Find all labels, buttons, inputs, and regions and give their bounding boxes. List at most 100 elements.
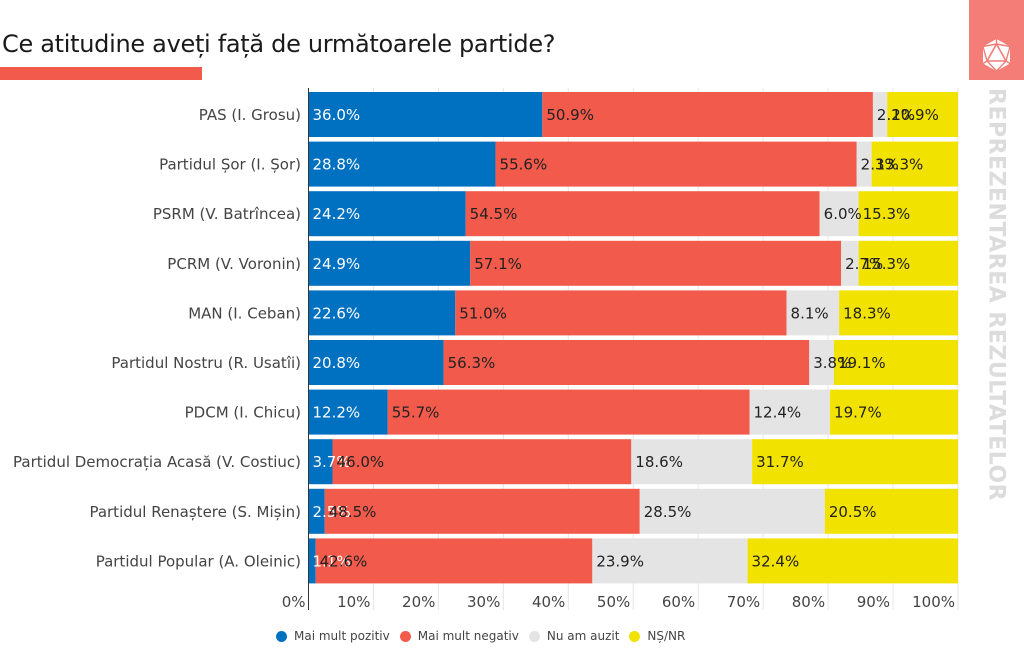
data-label: 31.7% — [756, 453, 804, 471]
data-label: 20.5% — [829, 503, 877, 521]
bar-segment — [308, 141, 496, 187]
bar-row: 2.5%48.5% 28.5% 20.5% — [308, 488, 958, 534]
bar-segment — [747, 538, 958, 584]
data-label: 2.3% — [861, 156, 899, 174]
bar-segment — [809, 340, 834, 385]
data-label: 54.5% — [470, 205, 518, 223]
bar-row: 24.2% 54.5% 6.0% 15.3% — [308, 191, 958, 237]
data-label: 36.0% — [313, 106, 361, 124]
data-label: 12.4% — [754, 404, 802, 422]
bar-segment — [455, 290, 787, 336]
category-label: PCRM (V. Voronin) — [167, 255, 301, 273]
bar-row: 22.6% 51.0% 8.1% 18.3% — [308, 290, 958, 336]
legend-item[interactable]: NȘ/NR — [629, 629, 685, 643]
brand-logo — [969, 0, 1024, 80]
legend-label: Mai mult negativ — [417, 629, 519, 643]
bar-segment — [324, 488, 640, 534]
category-labels: PAS (I. Grosu) Partidul Șor (I. Șor) PSRM … — [13, 106, 301, 570]
data-label: 55.6% — [500, 156, 548, 174]
bar-segment — [308, 488, 325, 534]
data-label: 55.7% — [392, 404, 440, 422]
category-label: Partidul Nostru (R. Usatîi) — [111, 354, 301, 372]
data-label: 50.9% — [546, 106, 594, 124]
bar-segment — [871, 141, 958, 187]
legend-label: Nu am auzit — [546, 629, 620, 643]
data-label: 48.5% — [329, 503, 377, 521]
data-label: 6.0% — [824, 205, 862, 223]
data-label: 8.1% — [791, 304, 829, 322]
x-tick-label: 80% — [792, 593, 825, 611]
x-tick-label: 40% — [532, 593, 565, 611]
category-label: Partidul Șor (I. Șor) — [159, 156, 301, 174]
bar-segment — [749, 389, 831, 435]
data-label: 23.9% — [596, 552, 644, 570]
bar-row: 1.1%42.6% 23.9% 32.4% — [308, 538, 958, 584]
legend: Mai mult pozitiv Mai mult negativ Nu am au… — [276, 629, 695, 643]
category-label: Partidul Democrația Acasă (V. Costiuc) — [13, 453, 301, 471]
data-label: 2.5% — [313, 503, 351, 521]
bar-segment — [872, 92, 888, 137]
bar-row: 12.2% 55.7% 12.4% 19.7% — [308, 389, 958, 435]
chart-title: Ce atitudine aveți față de următoarele p… — [2, 30, 556, 58]
data-label: 28.8% — [313, 156, 361, 174]
data-label: 46.0% — [337, 453, 385, 471]
bar-segment — [786, 290, 840, 336]
x-tick-label: 0% — [282, 593, 306, 611]
x-tick-label: 20% — [402, 593, 435, 611]
legend-item[interactable]: Mai mult negativ — [399, 629, 519, 643]
x-tick-label: 50% — [597, 593, 630, 611]
data-label: 10.9% — [891, 106, 939, 124]
bar-row: 24.9% 57.1% 2.7%15.3% — [308, 240, 958, 286]
bar-segment — [887, 92, 958, 137]
bar-segment — [308, 340, 444, 385]
bar-row: 20.8% 56.3% 3.8%19.1% — [308, 340, 958, 385]
data-label: 2.2% — [877, 106, 915, 124]
data-label: 28.5% — [644, 503, 692, 521]
bar-segment — [495, 141, 857, 187]
data-label: 57.1% — [474, 255, 522, 273]
x-tick-label: 60% — [662, 593, 695, 611]
bar-segment — [592, 538, 748, 584]
bar-segment — [631, 439, 753, 485]
bar-segment — [308, 191, 466, 237]
x-tick-label: 100% — [912, 593, 955, 611]
data-label: 3.7% — [313, 453, 351, 471]
data-label: 18.3% — [843, 304, 891, 322]
category-label: MAN (I. Ceban) — [188, 304, 301, 322]
data-label: 15.3% — [863, 205, 911, 223]
data-label: 24.2% — [313, 205, 361, 223]
bar-segment — [841, 240, 859, 286]
legend-swatch — [399, 630, 411, 642]
bar-segment — [824, 488, 958, 534]
bar-segment — [752, 439, 958, 485]
data-label: 20.8% — [313, 354, 361, 372]
x-tick-label: 90% — [857, 593, 890, 611]
bar-segment — [639, 488, 825, 534]
bar-segment — [308, 290, 456, 336]
bar-row: 36.0% 50.9% 2.2%10.9% — [308, 92, 958, 137]
legend-item[interactable]: Mai mult pozitiv — [276, 629, 390, 643]
data-label: 18.6% — [635, 453, 683, 471]
category-label: PSRM (V. Batrîncea) — [153, 205, 301, 223]
data-label: 3.8% — [813, 354, 851, 372]
category-label: Partidul Renaștere (S. Mișin) — [89, 503, 301, 521]
bar-segment — [833, 340, 958, 385]
legend-item[interactable]: Nu am auzit — [528, 629, 620, 643]
category-label: PDCM (I. Chicu) — [185, 404, 301, 422]
data-label: 22.6% — [313, 304, 361, 322]
bar-segment — [308, 92, 543, 137]
category-label: PAS (I. Grosu) — [199, 106, 301, 124]
data-label: 56.3% — [448, 354, 496, 372]
legend-swatch — [629, 630, 641, 642]
x-tick-labels: 0% 10% 20% 30% 40% 50% 60% 70% 80% 90% 100% — [282, 593, 955, 611]
bar-segment — [858, 240, 958, 286]
bar-segment — [443, 340, 810, 385]
legend-label: NȘ/NR — [647, 629, 686, 643]
x-tick-label: 30% — [467, 593, 500, 611]
bar-segment — [465, 191, 820, 237]
bar-segment — [839, 290, 958, 336]
bars: 36.0% 50.9% 2.2%10.9% 28.8% 55.6% 2.3%13.3% 24… — [308, 92, 958, 584]
legend-swatch — [276, 630, 287, 642]
category-label: Partidul Popular (A. Oleinic) — [96, 552, 301, 570]
bar-segment — [819, 191, 859, 237]
